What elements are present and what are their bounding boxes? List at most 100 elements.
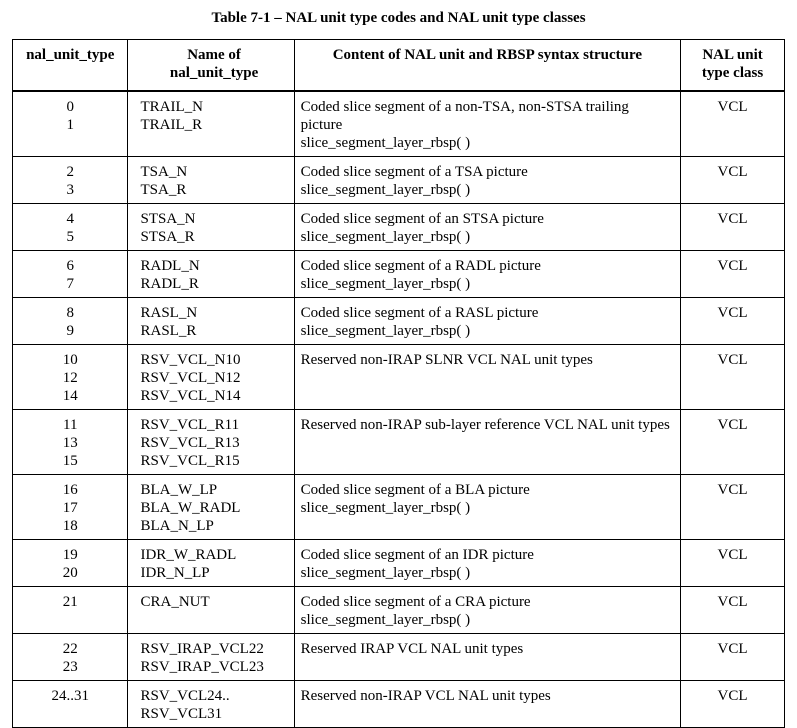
content-text: Coded slice segment of a RADL picture bbox=[300, 258, 541, 274]
table-row: 21 CRA_NUT Coded slice segment of a CRA pi… bbox=[11, 586, 785, 634]
content-text: Coded slice segment of a RASL picture bbox=[300, 305, 539, 321]
cell: Reserved non-IRAP VCL NAL unit types bbox=[293, 680, 682, 728]
content-text: slice_segment_layer_rbsp( ) bbox=[300, 500, 471, 516]
type-code: 19 bbox=[62, 547, 78, 563]
cell: VCL bbox=[680, 586, 785, 634]
cell: VCL bbox=[680, 297, 785, 345]
content-text: slice_segment_layer_rbsp( ) bbox=[300, 182, 471, 198]
type-code: 17 bbox=[62, 500, 78, 516]
cell: Reserved non-IRAP sub-layer reference VC… bbox=[293, 409, 682, 475]
type-name: RSV_VCL_N14 bbox=[140, 388, 241, 404]
cell: IDR_W_RADL IDR_N_LP bbox=[127, 539, 295, 587]
content-text: slice_segment_layer_rbsp( ) bbox=[300, 276, 471, 292]
cell: BLA_W_LP BLA_W_RADL BLA_N_LP bbox=[127, 474, 295, 540]
content-text: Coded slice segment of a CRA picture bbox=[300, 594, 531, 610]
cell: RADL_N RADL_R bbox=[127, 250, 295, 298]
content-text: slice_segment_layer_rbsp( ) bbox=[300, 323, 471, 339]
content-text: slice_segment_layer_rbsp( ) bbox=[300, 229, 471, 245]
type-name: IDR_N_LP bbox=[140, 565, 210, 581]
cell: Coded slice segment of a RASL picture sli… bbox=[293, 297, 682, 345]
header-cell: Name of nal_unit_type bbox=[127, 39, 295, 92]
cell: VCL bbox=[680, 474, 785, 540]
type-name: TRAIL_R bbox=[140, 117, 203, 133]
type-class: VCL bbox=[717, 305, 748, 321]
type-code: 20 bbox=[62, 565, 78, 581]
cell: Reserved IRAP VCL NAL unit types bbox=[293, 633, 682, 681]
content-text: Reserved IRAP VCL NAL unit types bbox=[300, 641, 524, 657]
nal-table: nal_unit_type Name of nal_unit_type Content… bbox=[11, 39, 785, 728]
cell: VCL bbox=[680, 156, 785, 204]
type-class: VCL bbox=[717, 352, 748, 368]
table-header: nal_unit_type Name of nal_unit_type Content… bbox=[11, 39, 785, 92]
type-name: RSV_VCL_N10 bbox=[140, 352, 241, 368]
type-code: 12 bbox=[62, 370, 78, 386]
cell: Coded slice segment of a non-TSA, non-ST… bbox=[293, 90, 682, 157]
type-name: RSV_IRAP_VCL22 bbox=[140, 641, 264, 657]
header-text: NAL unit bbox=[702, 47, 763, 63]
type-name: CRA_NUT bbox=[140, 594, 210, 610]
cell: 22 23 bbox=[11, 633, 129, 681]
content-text: Reserved non-IRAP sub-layer reference VC… bbox=[300, 417, 670, 433]
content-text: slice_segment_layer_rbsp( ) bbox=[300, 565, 471, 581]
cell: STSA_N STSA_R bbox=[127, 203, 295, 251]
type-code: 21 bbox=[62, 594, 78, 610]
type-code: 24..31 bbox=[51, 688, 89, 704]
table-title: Table 7-1 – NAL unit type codes and NAL … bbox=[211, 10, 586, 26]
table-row: 24..31 RSV_VCL24.. RSV_VCL31 Reserved non-I… bbox=[11, 680, 785, 728]
type-name: RSV_VCL_R11 bbox=[140, 417, 240, 433]
table-row: 8 9 RASL_N RASL_R Coded slice segment of a R… bbox=[11, 297, 785, 345]
type-code: 4 bbox=[66, 211, 74, 227]
type-name: BLA_W_LP bbox=[140, 482, 218, 498]
content-text: Reserved non-IRAP VCL NAL unit types bbox=[300, 688, 551, 704]
type-name: RSV_IRAP_VCL23 bbox=[140, 659, 264, 675]
cell: 19 20 bbox=[11, 539, 129, 587]
table-row: 11 13 15 RSV_VCL_R11 RSV_VCL_R13 RSV_VCL_R15 R… bbox=[11, 409, 785, 475]
cell: VCL bbox=[680, 250, 785, 298]
type-class: VCL bbox=[717, 99, 748, 115]
cell: Coded slice segment of an STSA picture sl… bbox=[293, 203, 682, 251]
type-code: 1 bbox=[66, 117, 74, 133]
type-class: VCL bbox=[717, 164, 748, 180]
content-text: Coded slice segment of an IDR picture bbox=[300, 547, 534, 563]
cell: 21 bbox=[11, 586, 129, 634]
type-class: VCL bbox=[717, 258, 748, 274]
table-row: 16 17 18 BLA_W_LP BLA_W_RADL BLA_N_LP Coded sl… bbox=[11, 474, 785, 540]
type-code: 5 bbox=[66, 229, 74, 245]
table-row: 2 3 TSA_N TSA_R Coded slice segment of a TSA… bbox=[11, 156, 785, 204]
cell: RASL_N RASL_R bbox=[127, 297, 295, 345]
cell: Coded slice segment of a BLA picture slic… bbox=[293, 474, 682, 540]
type-name: TRAIL_N bbox=[140, 99, 203, 115]
cell: VCL bbox=[680, 680, 785, 728]
type-name: IDR_W_RADL bbox=[140, 547, 237, 563]
type-name: RSV_VCL_R13 bbox=[140, 435, 240, 451]
cell: VCL bbox=[680, 344, 785, 410]
content-text: slice_segment_layer_rbsp( ) bbox=[300, 135, 471, 151]
header-text: Name of bbox=[187, 47, 241, 63]
cell: CRA_NUT bbox=[127, 586, 295, 634]
type-name: RADL_R bbox=[140, 276, 199, 292]
type-name: RSV_VCL_R15 bbox=[140, 453, 240, 469]
type-class: VCL bbox=[717, 594, 748, 610]
cell: 24..31 bbox=[11, 680, 129, 728]
type-code: 8 bbox=[66, 305, 74, 321]
type-code: 10 bbox=[62, 352, 78, 368]
cell: RSV_VCL24.. RSV_VCL31 bbox=[127, 680, 295, 728]
header-cell: Content of NAL unit and RBSP syntax stru… bbox=[293, 39, 682, 92]
type-name: STSA_R bbox=[140, 229, 195, 245]
cell: TRAIL_N TRAIL_R bbox=[127, 90, 295, 157]
type-code: 15 bbox=[62, 453, 78, 469]
type-code: 0 bbox=[66, 99, 74, 115]
header-text: Content of NAL unit and RBSP syntax stru… bbox=[332, 47, 643, 63]
type-name: BLA_N_LP bbox=[140, 518, 214, 534]
type-code: 2 bbox=[66, 164, 74, 180]
type-code: 6 bbox=[66, 258, 74, 274]
type-code: 23 bbox=[62, 659, 78, 675]
cell: 16 17 18 bbox=[11, 474, 129, 540]
cell: Coded slice segment of an IDR picture sli… bbox=[293, 539, 682, 587]
table-row: 10 12 14 RSV_VCL_N10 RSV_VCL_N12 RSV_VCL_N14 R… bbox=[11, 344, 785, 410]
content-text: Reserved non-IRAP SLNR VCL NAL unit type… bbox=[300, 352, 593, 368]
cell: VCL bbox=[680, 539, 785, 587]
